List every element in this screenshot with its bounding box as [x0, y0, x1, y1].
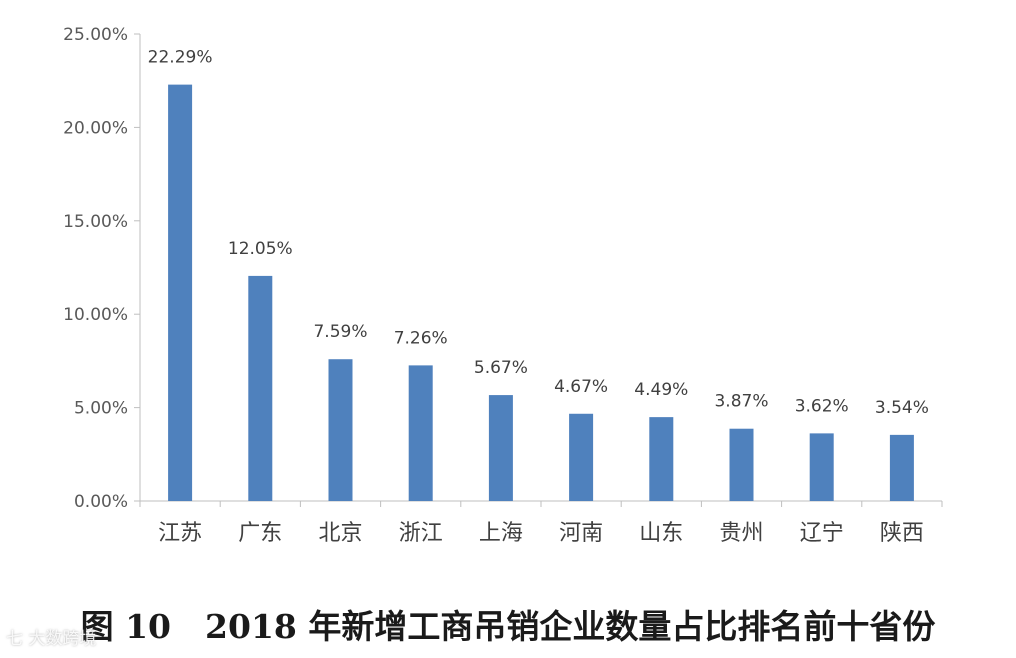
category-label: 河南	[559, 521, 603, 546]
y-tick-label: 5.00%	[74, 399, 128, 419]
y-tick-label: 0.00%	[74, 492, 128, 512]
bar	[649, 417, 674, 501]
category-label: 江苏	[158, 521, 202, 546]
bar	[248, 275, 273, 501]
bar	[809, 433, 834, 501]
data-label: 7.59%	[313, 322, 367, 342]
data-label: 7.26%	[394, 328, 448, 348]
data-label: 4.49%	[634, 380, 688, 400]
bar	[569, 413, 594, 501]
data-label: 22.29%	[148, 48, 213, 68]
y-tick-label: 15.00%	[63, 212, 128, 232]
data-label: 4.67%	[554, 377, 608, 397]
category-label: 陕西	[880, 521, 924, 546]
chart-canvas: 0.00% 5.00% 10.00% 15.00% 20.00% 25.00% 22.29%…	[63, 25, 943, 546]
watermark: 七 大数跨境	[6, 629, 97, 649]
bar-chart: 0.00% 5.00% 10.00% 15.00% 20.00% 25.00% 22.29%…	[63, 25, 943, 546]
data-label: 3.54%	[875, 398, 929, 418]
bar	[889, 434, 914, 501]
bar	[328, 359, 353, 501]
y-tick-label: 25.00%	[63, 25, 128, 45]
bar	[168, 84, 193, 501]
category-label: 北京	[318, 521, 362, 546]
data-label: 12.05%	[228, 239, 293, 259]
bar	[488, 395, 513, 501]
figure-number: 图 10	[80, 607, 172, 646]
bar	[408, 365, 433, 501]
y-tick-label: 10.00%	[63, 305, 128, 325]
data-label: 3.62%	[795, 396, 849, 416]
category-label: 广东	[238, 521, 282, 546]
figure-title: 2018 年新增工商吊销企业数量占比排名前十省份	[205, 607, 936, 646]
category-label: 山东	[639, 521, 683, 546]
category-label: 浙江	[399, 521, 443, 546]
y-tick-label: 20.00%	[63, 118, 128, 138]
category-label: 上海	[479, 521, 523, 546]
category-label: 辽宁	[800, 521, 844, 546]
data-label: 3.87%	[714, 392, 768, 412]
figure-caption: 图 10 2018 年新增工商吊销企业数量占比排名前十省份	[0, 602, 1016, 652]
data-label: 5.67%	[474, 358, 528, 378]
bar	[729, 428, 754, 501]
category-label: 贵州	[719, 521, 763, 546]
